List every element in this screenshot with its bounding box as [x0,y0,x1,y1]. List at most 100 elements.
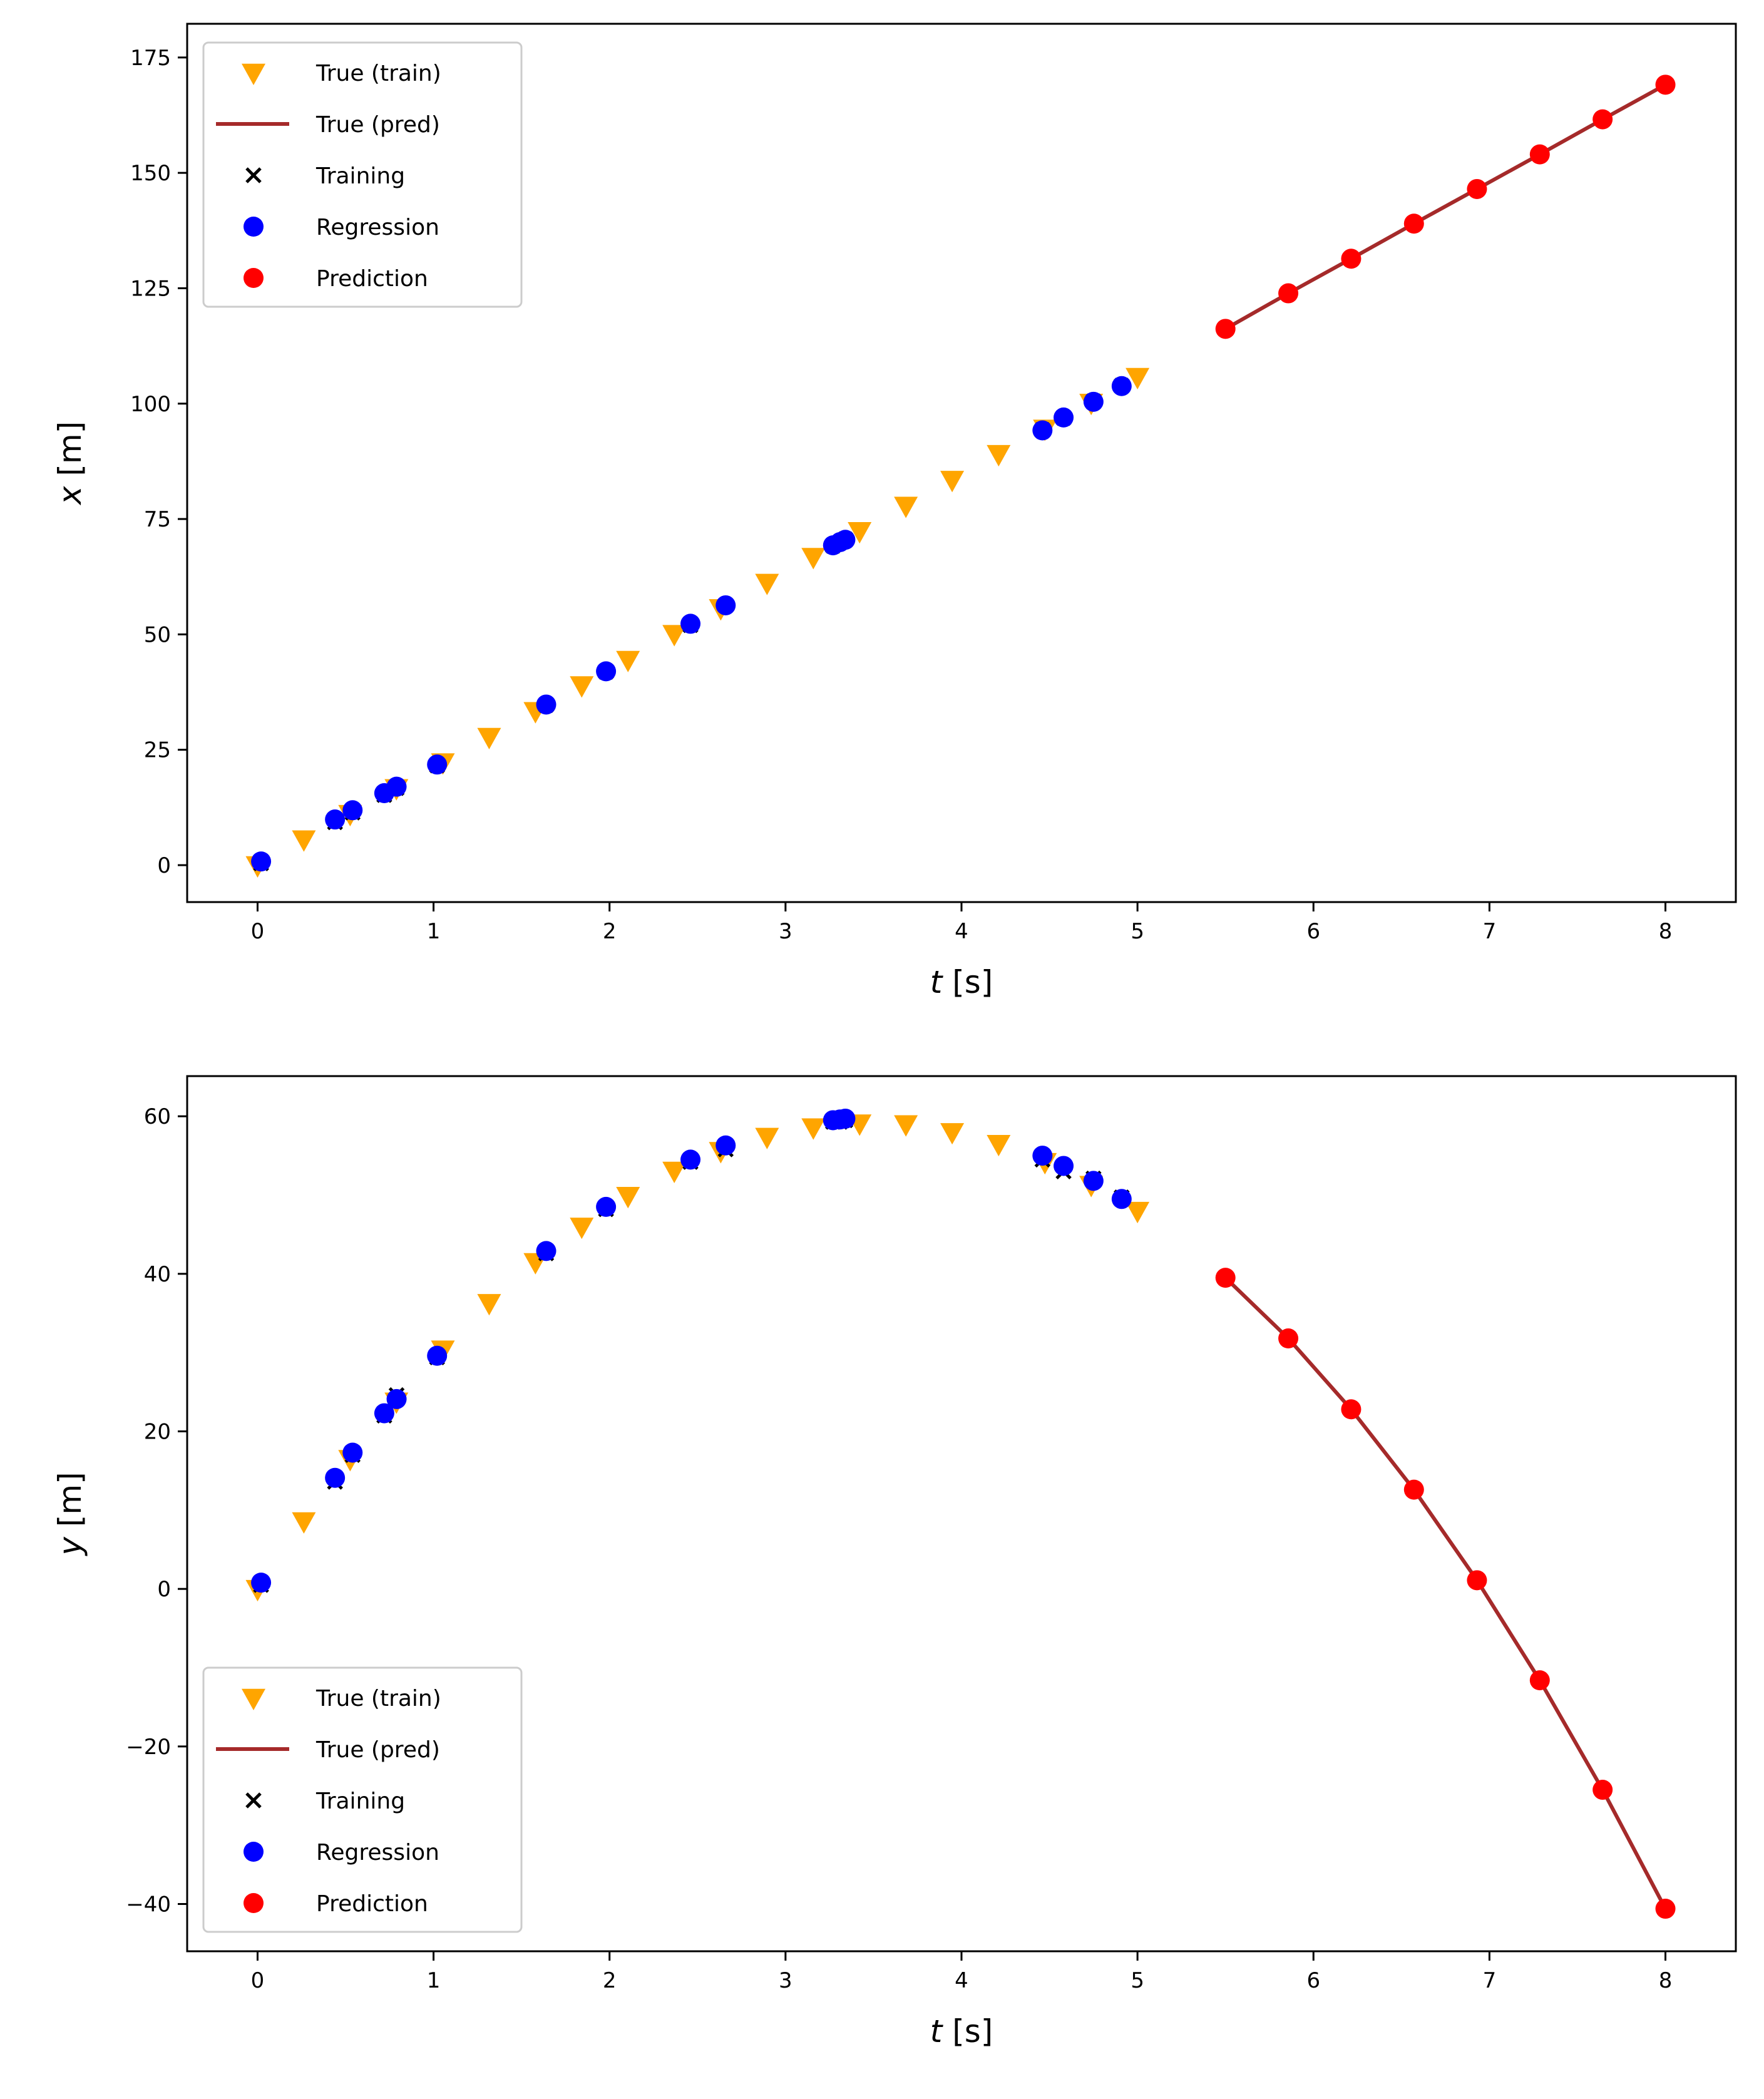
legend-box [202,1666,523,1933]
regression-marker [325,809,346,830]
legend-true-train-icon [242,1688,265,1710]
legend-true-train-icon [242,63,265,85]
x-axis-label: t [s] [930,2013,993,2050]
regression-marker [715,595,736,615]
y-tick-label: 25 [144,738,171,763]
true-train-marker [801,1118,826,1140]
true-train-marker [987,1134,1011,1157]
y-axis-label: x [m] [52,421,88,506]
regression-marker [386,1388,407,1409]
prediction-marker [1215,319,1236,339]
true-train-marker [1126,1201,1150,1224]
y-axis-label-unit: [m] [52,421,88,486]
legend-label: True (train) [315,61,441,86]
x-tick-label: 0 [251,1968,265,1993]
regression-marker [596,1196,617,1217]
y-axis-label-unit: [m] [52,1472,88,1537]
regression-marker [342,1442,363,1463]
legend-label: Training [315,1789,405,1814]
x-tick-label: 5 [1131,1968,1144,1993]
true-train-marker [1126,367,1150,389]
x-tick-label: 2 [603,1968,617,1993]
subplot-y: 0 1 2 3 4 5 6 7 8 −40 −20 0 20 40 60 t [s] y [m] True (tr… [52,1075,1737,2050]
x-axis-label-unit: [s] [942,964,993,1000]
legend-training-icon [245,167,262,183]
true-train-marker [292,830,316,852]
x-tick-label: 0 [251,919,265,944]
y-tick-label: 75 [144,507,171,532]
true-train-marker [570,676,594,698]
regression-marker [596,661,617,682]
true-train-marker [616,650,640,672]
prediction-marker [1278,1328,1299,1349]
legend-label: True (pred) [315,1737,440,1763]
y-tick-label: 40 [144,1262,171,1287]
regression-marker [536,1241,556,1261]
axes-frame [186,1075,1737,1953]
y-tick-label: 50 [144,622,171,647]
legend-label: Training [315,163,405,189]
x-tick-label: 5 [1131,919,1144,944]
prediction-marker [1655,1899,1676,1919]
x-tick-label: 6 [1306,1968,1320,1993]
true-train-marker [616,1187,640,1209]
y-tick-label: 0 [157,1577,171,1602]
legend-box [202,41,523,308]
x-tick-label: 8 [1659,919,1673,944]
y-axis-label-var: x [52,486,88,506]
regression-marker [251,1573,272,1593]
true-train-marker [940,1123,965,1145]
true-train-marker [477,1294,501,1316]
prediction-marker [1278,283,1299,304]
prediction-marker [1403,1479,1424,1500]
regression-marker [1083,1171,1104,1191]
legend-label: Prediction [316,1891,428,1917]
y-tick-label: 150 [130,161,171,186]
true-train-marker [894,1115,918,1137]
legend-label: Regression [316,1840,439,1865]
regression-marker [427,1345,448,1366]
true-train-marker [662,1161,687,1183]
y-tick-label: 175 [130,46,171,71]
regression-marker [536,694,556,715]
x-tick-label: 4 [955,1968,968,1993]
true-pred-line [1224,83,1666,331]
regression-marker [680,613,701,634]
regression-marker [1054,407,1074,428]
x-tick-label: 4 [955,919,968,944]
true-train-marker [940,471,965,493]
x-tick-label: 8 [1659,1968,1673,1993]
regression-marker [374,1403,394,1424]
regression-marker [1032,1146,1053,1166]
axes-frame [186,23,1737,903]
x-axis-label-var: t [930,2013,944,2050]
prediction-marker [1655,74,1676,95]
y-tick-label: 20 [144,1420,171,1445]
x-tick-label: 7 [1483,1968,1497,1993]
true-train-marker [987,444,1011,467]
y-tick-label: 100 [130,392,171,417]
legend-label: Regression [316,215,439,240]
regression-marker [680,1149,701,1170]
regression-marker [325,1467,346,1488]
prediction-marker [1467,178,1487,199]
prediction-marker [1592,1780,1613,1800]
legend-regression-icon [244,1842,264,1862]
regression-marker [251,851,272,872]
subplot-x: 0 1 2 3 4 5 6 7 8 0 25 50 75 100 125 150 175 t [s] x [m] Tr… [52,23,1737,1000]
regression-marker [1111,1189,1132,1209]
legend-regression-icon [244,217,264,237]
x-tick-label: 2 [603,919,617,944]
legend: True (train) True (pred) Training Regressio… [202,41,523,308]
true-train-marker [848,521,872,544]
legend-label: True (pred) [315,112,440,138]
x-axis-label: t [s] [930,964,993,1000]
prediction-marker [1341,249,1361,269]
regression-marker [1054,1156,1074,1176]
legend: True (train) True (pred) Training Regressio… [202,1666,523,1933]
x-tick-label: 6 [1306,919,1320,944]
regression-marker [835,530,856,550]
y-tick-label: 60 [144,1104,171,1129]
regression-marker [1083,391,1104,412]
